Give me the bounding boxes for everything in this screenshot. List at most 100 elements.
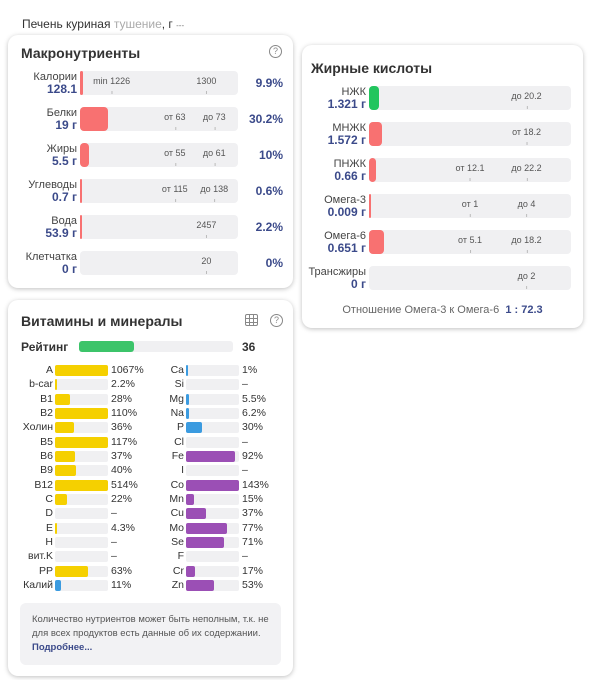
nutrient-bar-fill: [55, 479, 108, 491]
nutrient-percent: 0.6%: [255, 184, 283, 198]
nutrient-bar: [186, 422, 239, 434]
nutrient-row: Si –: [139, 378, 279, 391]
norm-tick: до 61: [202, 148, 226, 166]
norm-tick: от 115: [161, 184, 188, 202]
nutrient-bar: от 63 до 73: [80, 107, 238, 131]
macro-row: Калории 128.1 min 1226 1300 9.9%: [8, 71, 293, 97]
nutrient-bar: [55, 551, 108, 563]
macro-row: Жиры 5.5 г от 55 до 61 10%: [8, 143, 293, 169]
nutrient-bar: [55, 579, 108, 591]
nutrient-bar-fill: [80, 143, 90, 167]
product-header[interactable]: Печень куриная тушение, г ---: [18, 14, 226, 36]
nutrient-percent: 514%: [111, 478, 138, 491]
fatty-acids-card: Жирные кислоты НЖК 1.321 г до 20.2 МНЖК …: [302, 45, 583, 328]
nutrient-percent: 2.2%: [111, 378, 135, 391]
rating-fill: [79, 341, 135, 352]
nutrient-percent: 71%: [242, 535, 264, 548]
nutrient-name: Na: [170, 406, 184, 419]
nutrient-bar: [55, 365, 108, 376]
nutrient-label: Омега-6 0.651 г: [302, 230, 366, 254]
norm-tick: до 4: [517, 199, 536, 217]
nutrient-bar: [55, 450, 108, 462]
nutrient-row: Mo 77%: [139, 522, 279, 534]
nutrient-name: Углеводы: [28, 179, 77, 191]
nutrient-bar: [186, 508, 239, 520]
fats-row: Трансжиры 0 г до 2: [302, 266, 583, 292]
nutrient-name: Se: [171, 535, 184, 548]
table-icon[interactable]: [245, 314, 258, 326]
nutrient-name: Калий: [23, 578, 53, 591]
fats-row: Омега-6 0.651 г от 5.1 до 18.2: [302, 230, 583, 256]
nutrient-percent: –: [242, 378, 248, 391]
nutrient-percent: 1%: [242, 364, 258, 376]
omega-ratio: Отношение Омега-3 к Омега-6 1 : 72.3: [302, 304, 583, 316]
nutrient-name: Mg: [169, 392, 184, 405]
nutrient-bar: [186, 465, 239, 477]
nutrient-value: 1.572 г: [327, 133, 366, 147]
nutrient-name: H: [45, 535, 53, 548]
nutrient-row: Se 71%: [139, 536, 279, 548]
nutrient-bar-fill: [55, 465, 77, 477]
nutrient-name: B5: [40, 435, 53, 448]
nutrient-value: 1.321 г: [327, 97, 366, 111]
nutrient-bar: [55, 493, 108, 505]
norm-tick: до 18.2: [511, 235, 542, 253]
nutrient-percent: 37%: [242, 507, 264, 520]
nutrient-row: Холин 36%: [8, 421, 148, 434]
nutrient-value: 53.9 г: [45, 226, 77, 240]
nutrient-bar: [55, 393, 108, 405]
norm-tick: от 12.1: [455, 163, 485, 181]
nutrient-bar: от 18.2: [369, 122, 571, 146]
nutrient-percent: 28%: [111, 392, 133, 405]
nutrient-row: B1 28%: [8, 393, 148, 405]
nutrient-percent: 0%: [265, 256, 283, 270]
nutrient-name: E: [45, 521, 53, 534]
norm-tick: min 1226: [93, 76, 131, 94]
nutrient-percent: 143%: [242, 478, 269, 491]
product-name: Печень куриная: [22, 17, 111, 31]
nutrient-bar-fill: [186, 422, 202, 434]
nutrient-name: Калории: [33, 71, 77, 83]
nutrient-label: НЖК 1.321 г: [302, 86, 366, 110]
nutrient-value: 0.7 г: [51, 190, 77, 204]
nutrient-percent: 15%: [242, 492, 264, 505]
nutrient-name: Холин: [22, 421, 53, 434]
nutrient-name: Co: [170, 478, 184, 491]
norm-tick: до 20.2: [511, 91, 542, 109]
fats-row: НЖК 1.321 г до 20.2: [302, 86, 583, 112]
more-icon[interactable]: ---: [176, 21, 185, 30]
nutrient-row: B12 514%: [8, 479, 148, 491]
unit: , г: [161, 17, 173, 31]
nutrient-bar-fill: [186, 365, 188, 376]
norm-tick: от 63: [164, 112, 186, 130]
norm-tick: до 73: [202, 112, 226, 130]
nutrient-percent: –: [111, 507, 117, 520]
nutrient-row: вит.K –: [8, 550, 148, 563]
nutrient-name: P: [176, 421, 184, 434]
nutrient-bar-fill: [186, 493, 194, 505]
nutrient-row: B2 110%: [8, 407, 148, 419]
nutrient-bar: [186, 551, 239, 563]
vitamins-title: Витамины и минералы: [21, 313, 183, 329]
nutrient-row: Zn 53%: [139, 579, 279, 591]
nutrient-name: Омега-3: [324, 194, 366, 206]
nutrient-label: Клетчатка 0 г: [8, 251, 77, 275]
nutrient-bar: [55, 379, 108, 391]
nutrient-bar-fill: [186, 522, 227, 534]
nutrient-bar-fill: [186, 407, 190, 419]
more-link[interactable]: Подробнее...: [32, 642, 93, 653]
norm-tick: от 5.1: [458, 235, 482, 253]
nutrient-name: B1: [40, 392, 53, 405]
nutrient-bar: [186, 565, 239, 577]
help-icon[interactable]: ?: [270, 314, 283, 327]
nutrient-row: E 4.3%: [8, 522, 148, 534]
nutrient-bar: [186, 393, 239, 405]
macro-row: Вода 53.9 г 2457 2.2%: [8, 215, 293, 241]
norm-tick: 1300: [196, 76, 217, 94]
nutrient-bar-fill: [55, 379, 57, 391]
nutrient-row: P 30%: [139, 421, 279, 434]
nutrient-name: Zn: [171, 578, 184, 591]
nutrient-name: вит.K: [27, 550, 53, 563]
help-icon[interactable]: ?: [269, 45, 282, 58]
nutrient-value: 0.651 г: [327, 241, 366, 255]
